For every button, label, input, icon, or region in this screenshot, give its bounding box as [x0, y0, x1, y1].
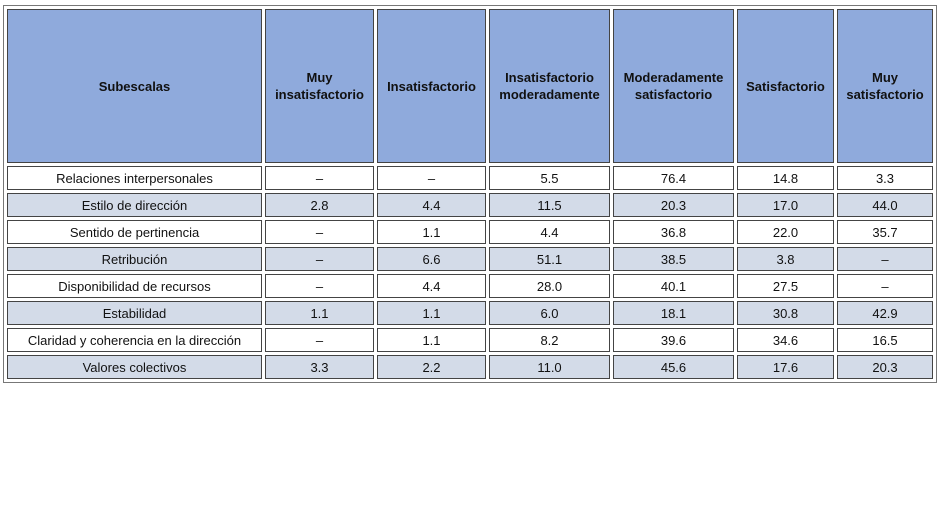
- table-cell: 35.7: [837, 220, 933, 244]
- table-cell: 4.4: [377, 274, 486, 298]
- table-cell: 30.8: [737, 301, 834, 325]
- header-cell: Subescalas: [7, 9, 262, 163]
- data-table: Subescalas Muy insatisfactorio Insatisfact…: [3, 5, 937, 383]
- table-cell: 8.2: [489, 328, 610, 352]
- table-cell: 20.3: [837, 355, 933, 379]
- row-label: Retribución: [7, 247, 262, 271]
- table-row: Estilo de dirección 2.8 4.4 11.5 20.3 17.0 44.…: [7, 193, 933, 217]
- table-row: Sentido de pertinencia –1.1 4.4 36.8 22.0 35.…: [7, 220, 933, 244]
- row-label: Disponibilidad de recursos: [7, 274, 262, 298]
- table-row: Claridad y coherencia en la dirección –1.…: [7, 328, 933, 352]
- table-cell: –: [837, 274, 933, 298]
- table-cell: 18.1: [613, 301, 734, 325]
- table-body: Relaciones interpersonales – –5.5 76.4 14.8 3…: [7, 166, 933, 379]
- row-label: Estilo de dirección: [7, 193, 262, 217]
- row-label: Relaciones interpersonales: [7, 166, 262, 190]
- table-cell: –: [377, 166, 486, 190]
- table-cell: 3.8: [737, 247, 834, 271]
- table-row: Disponibilidad de recursos –4.4 28.0 40.1 27…: [7, 274, 933, 298]
- table-cell: 27.5: [737, 274, 834, 298]
- table-row: Valores colectivos 3.3 2.2 11.0 45.6 17.6 20.3: [7, 355, 933, 379]
- table-row: Retribución –6.6 51.1 38.5 3.8–: [7, 247, 933, 271]
- table-cell: 3.3: [265, 355, 374, 379]
- table-cell: 39.6: [613, 328, 734, 352]
- header-cell: Muy insatisfactorio: [265, 9, 374, 163]
- row-label: Claridad y coherencia en la dirección: [7, 328, 262, 352]
- table-cell: 34.6: [737, 328, 834, 352]
- table-cell: 22.0: [737, 220, 834, 244]
- table-cell: 44.0: [837, 193, 933, 217]
- table-cell: 11.0: [489, 355, 610, 379]
- header-cell: Moderadamente satisfactorio: [613, 9, 734, 163]
- table-cell: 11.5: [489, 193, 610, 217]
- table-cell: 16.5: [837, 328, 933, 352]
- row-label: Estabilidad: [7, 301, 262, 325]
- table-cell: 36.8: [613, 220, 734, 244]
- row-label: Valores colectivos: [7, 355, 262, 379]
- table-row: Relaciones interpersonales – –5.5 76.4 14.8 3…: [7, 166, 933, 190]
- table-cell: 76.4: [613, 166, 734, 190]
- table-cell: 5.5: [489, 166, 610, 190]
- table-cell: 2.2: [377, 355, 486, 379]
- table-cell: 2.8: [265, 193, 374, 217]
- table-cell: 1.1: [377, 301, 486, 325]
- table-cell: 42.9: [837, 301, 933, 325]
- header-cell: Insatisfactorio: [377, 9, 486, 163]
- table-row: Estabilidad 1.1 1.1 6.0 18.1 30.8 42.9: [7, 301, 933, 325]
- table-cell: 4.4: [489, 220, 610, 244]
- table-cell: 4.4: [377, 193, 486, 217]
- table-cell: 1.1: [377, 220, 486, 244]
- table-cell: 6.6: [377, 247, 486, 271]
- table-cell: 14.8: [737, 166, 834, 190]
- table-cell: 51.1: [489, 247, 610, 271]
- table-cell: 17.6: [737, 355, 834, 379]
- table-cell: –: [265, 328, 374, 352]
- table-cell: 1.1: [377, 328, 486, 352]
- header-cell: Satisfactorio: [737, 9, 834, 163]
- table-cell: 3.3: [837, 166, 933, 190]
- table-cell: 6.0: [489, 301, 610, 325]
- row-label: Sentido de pertinencia: [7, 220, 262, 244]
- table-cell: 45.6: [613, 355, 734, 379]
- header-cell: Insatisfactorio moderadamente: [489, 9, 610, 163]
- table-cell: –: [265, 220, 374, 244]
- table-cell: –: [837, 247, 933, 271]
- table-cell: –: [265, 274, 374, 298]
- table-cell: 40.1: [613, 274, 734, 298]
- table-cell: –: [265, 247, 374, 271]
- table-cell: 38.5: [613, 247, 734, 271]
- header-row: Subescalas Muy insatisfactorio Insatisfact…: [7, 9, 933, 163]
- table-cell: 20.3: [613, 193, 734, 217]
- header-cell: Muy satisfactorio: [837, 9, 933, 163]
- table-cell: –: [265, 166, 374, 190]
- table-cell: 17.0: [737, 193, 834, 217]
- table-cell: 28.0: [489, 274, 610, 298]
- table-cell: 1.1: [265, 301, 374, 325]
